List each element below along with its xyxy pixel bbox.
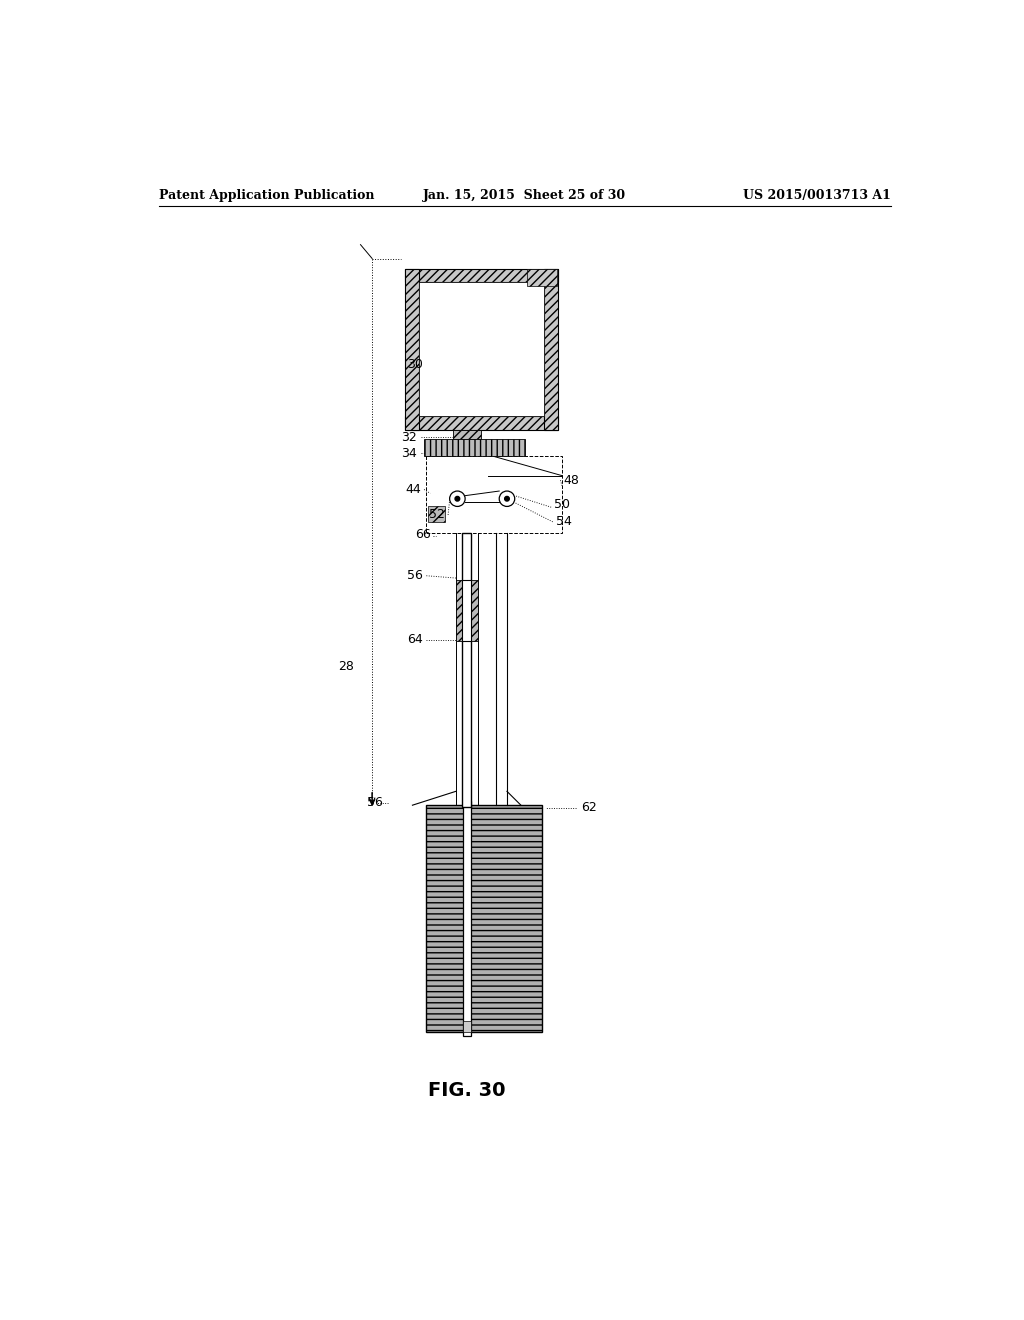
Bar: [419, 282, 544, 416]
Text: Jan. 15, 2015  Sheet 25 of 30: Jan. 15, 2015 Sheet 25 of 30: [423, 189, 627, 202]
Text: 28: 28: [339, 660, 354, 673]
Bar: [404, 268, 419, 430]
Text: 64: 64: [407, 634, 423, 647]
Text: 32: 32: [400, 430, 417, 444]
Circle shape: [455, 496, 460, 502]
Bar: [404, 268, 558, 282]
Text: Patent Application Publication: Patent Application Publication: [159, 189, 375, 202]
Circle shape: [505, 496, 509, 502]
Bar: [463, 801, 471, 1036]
Bar: [424, 440, 524, 457]
Bar: [463, 1020, 471, 1032]
Text: 50: 50: [554, 499, 570, 511]
Bar: [428, 507, 445, 521]
Bar: [404, 416, 558, 430]
Bar: [462, 533, 471, 807]
Text: FIG. 30: FIG. 30: [428, 1081, 506, 1100]
Text: 44: 44: [406, 483, 421, 496]
Bar: [453, 430, 480, 440]
Text: 56: 56: [367, 796, 382, 809]
Text: 34: 34: [400, 446, 417, 459]
Text: 62: 62: [582, 801, 597, 814]
Bar: [426, 805, 542, 1032]
Text: 48: 48: [563, 474, 580, 487]
Bar: [527, 268, 557, 286]
Text: US 2015/0013713 A1: US 2015/0013713 A1: [742, 189, 891, 202]
Bar: [426, 457, 562, 533]
Text: 66: 66: [415, 528, 430, 541]
Text: 52: 52: [428, 508, 444, 520]
Text: 54: 54: [556, 515, 571, 528]
Text: 30: 30: [407, 358, 423, 371]
Bar: [456, 579, 477, 642]
Text: 56: 56: [407, 569, 423, 582]
Bar: [462, 579, 471, 642]
Bar: [544, 268, 558, 430]
